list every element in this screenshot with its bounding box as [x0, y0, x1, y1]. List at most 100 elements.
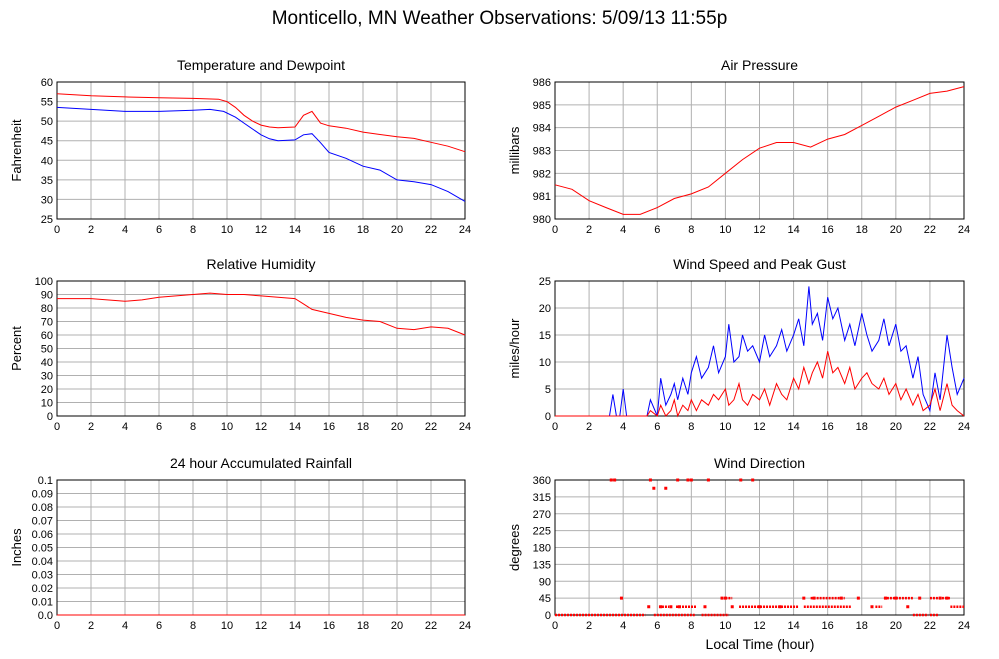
- chart-title: Wind Direction: [714, 455, 805, 471]
- y-tick-label: 55: [41, 97, 53, 109]
- data-point: [938, 596, 942, 600]
- data-point: [648, 478, 652, 482]
- x-tick-label: 22: [425, 421, 437, 433]
- x-tick-label: 16: [822, 620, 834, 632]
- y-tick-label: 0.09: [32, 489, 53, 501]
- y-tick-label: 20: [539, 303, 551, 315]
- chart-temperature: 0 2 4 6 8 10 12 14 16 18 20 22 242530354045505560Tem…: [9, 57, 471, 236]
- x-tick-label: 18: [357, 620, 369, 632]
- chart-humidity: 0 2 4 6 8 10 12 14 16 18 20 22 240102030405060708090…: [9, 256, 471, 433]
- x-tick-label: 18: [856, 620, 868, 632]
- x-tick-label: 12: [255, 421, 267, 433]
- x-tick-label: 12: [753, 421, 765, 433]
- y-tick-label: 180: [533, 543, 551, 555]
- x-tick-label: 14: [787, 421, 799, 433]
- data-point: [689, 478, 693, 482]
- y-tick-label: 25: [41, 214, 53, 226]
- x-tick-label: 8: [190, 224, 196, 236]
- y-tick-label: 985: [533, 100, 551, 112]
- data-point: [703, 605, 707, 609]
- x-tick-label: 8: [190, 421, 196, 433]
- x-tick-label: 18: [856, 224, 868, 236]
- series-line-0: [57, 292, 466, 336]
- x-tick-label: 10: [221, 421, 233, 433]
- y-tick-label: 980: [533, 214, 551, 226]
- y-tick-label: 25: [539, 276, 551, 288]
- plot-frame: [554, 280, 965, 417]
- chart-wind-direction: 0 2 4 6 8 10 12 14 16 18 20 22 240459013518022527031…: [507, 455, 970, 632]
- data-point: [802, 596, 806, 600]
- y-axis-label: Percent: [9, 326, 24, 371]
- data-point: [720, 596, 724, 600]
- chart-title: Relative Humidity: [207, 256, 316, 272]
- data-point: [870, 605, 874, 609]
- x-tick-label: 10: [719, 620, 731, 632]
- y-tick-label: 0.05: [32, 543, 53, 555]
- x-tick-label: 14: [289, 620, 301, 632]
- y-tick-label: 0.0: [38, 610, 53, 622]
- y-tick-label: 225: [533, 526, 551, 538]
- y-tick-label: 981: [533, 191, 551, 203]
- x-tick-label: 22: [924, 620, 936, 632]
- data-point: [652, 486, 656, 490]
- y-tick-label: 60: [41, 330, 53, 342]
- x-tick-label: 2: [586, 224, 592, 236]
- y-tick-label: 80: [41, 303, 53, 315]
- x-tick-label: 0: [552, 421, 558, 433]
- x-tick-label: 14: [787, 224, 799, 236]
- chart-pressure: 0 2 4 6 8 10 12 14 16 18 20 22 249809819829839849859…: [507, 57, 970, 236]
- x-tick-label: 20: [391, 620, 403, 632]
- x-tick-label: 10: [719, 224, 731, 236]
- x-tick-label: 14: [787, 620, 799, 632]
- data-point: [669, 605, 673, 609]
- x-tick-label: 2: [88, 620, 94, 632]
- y-tick-label: 360: [533, 475, 551, 487]
- y-tick-label: 135: [533, 559, 551, 571]
- x-tick-label: 6: [654, 224, 660, 236]
- x-tick-label: 6: [156, 620, 162, 632]
- data-point: [609, 478, 613, 482]
- x-tick-label: 0: [54, 620, 60, 632]
- x-tick-label: 4: [620, 421, 626, 433]
- y-tick-label: 984: [533, 123, 551, 135]
- y-tick-label: 0.03: [32, 570, 53, 582]
- y-tick-label: 0.06: [32, 529, 53, 541]
- data-point: [839, 596, 843, 600]
- x-axis-title: Local Time (hour): [705, 636, 815, 652]
- y-tick-label: 30: [41, 371, 53, 383]
- x-tick-label: 22: [924, 421, 936, 433]
- y-tick-label: 50: [41, 344, 53, 356]
- data-point: [677, 605, 681, 609]
- x-tick-label: 6: [156, 224, 162, 236]
- data-point: [812, 596, 816, 600]
- x-tick-label: 4: [620, 224, 626, 236]
- x-tick-label: 24: [958, 224, 970, 236]
- x-tick-label: 12: [753, 620, 765, 632]
- x-tick-label: 2: [586, 620, 592, 632]
- x-tick-label: 14: [289, 421, 301, 433]
- series-line-0: [56, 93, 466, 153]
- y-tick-label: 30: [41, 194, 53, 206]
- y-tick-label: 0.07: [32, 516, 53, 528]
- y-tick-label: 0.02: [32, 583, 53, 595]
- x-tick-label: 24: [459, 224, 471, 236]
- data-point: [945, 596, 949, 600]
- chart-title: 24 hour Accumulated Rainfall: [170, 455, 352, 471]
- x-tick-label: 16: [323, 620, 335, 632]
- y-tick-label: 315: [533, 492, 551, 504]
- y-tick-label: 0.01: [32, 597, 53, 609]
- x-tick-label: 2: [88, 421, 94, 433]
- data-point: [723, 596, 727, 600]
- x-tick-label: 4: [620, 620, 626, 632]
- series-line-0: [555, 286, 965, 417]
- plot-frame: [56, 81, 466, 220]
- plot-frame: [56, 280, 466, 417]
- data-point: [739, 478, 743, 482]
- x-tick-label: 24: [459, 421, 471, 433]
- x-tick-label: 22: [425, 620, 437, 632]
- x-tick-label: 0: [552, 620, 558, 632]
- data-point: [664, 486, 668, 490]
- y-tick-label: 45: [41, 136, 53, 148]
- y-tick-label: 70: [41, 317, 53, 329]
